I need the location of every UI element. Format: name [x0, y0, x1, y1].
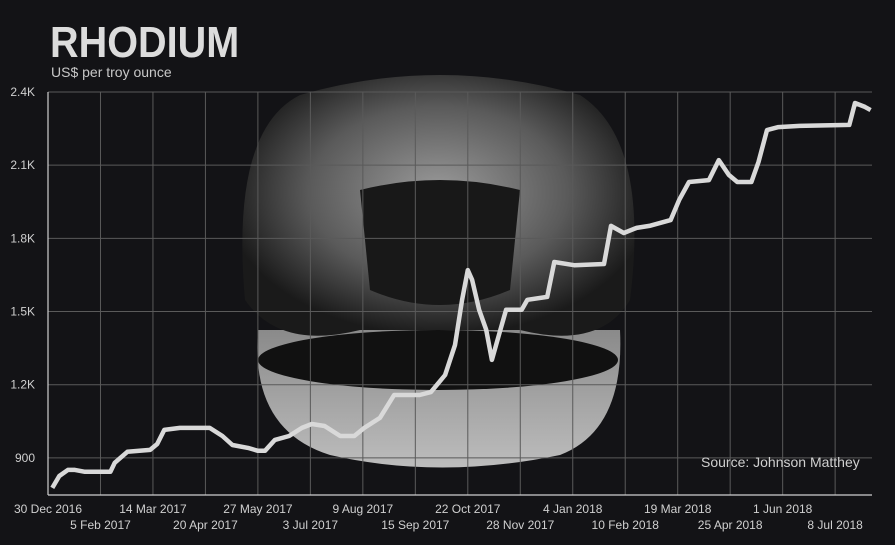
source-note: Source: Johnson Matthey	[701, 454, 860, 470]
x-tick-label: 9 Aug 2017	[332, 502, 393, 516]
x-tick-label: 1 Jun 2018	[753, 502, 813, 516]
x-tick-label: 3 Jul 2017	[283, 518, 339, 532]
y-tick-label: 2.1K	[10, 158, 35, 172]
x-tick-label: 10 Feb 2018	[592, 518, 660, 532]
x-tick-label: 19 Mar 2018	[644, 502, 712, 516]
y-tick-label: 2.4K	[10, 85, 35, 99]
y-tick-label: 1.2K	[10, 378, 35, 392]
y-tick-label: 1.5K	[10, 305, 35, 319]
chart-subtitle: US$ per troy ounce	[51, 64, 172, 80]
chart-title: RHODIUM	[50, 18, 240, 67]
x-tick-label: 4 Jan 2018	[543, 502, 603, 516]
price-line	[50, 100, 872, 490]
x-tick-label: 5 Feb 2017	[70, 518, 131, 532]
x-tick-label: 30 Dec 2016	[14, 502, 82, 516]
x-tick-label: 27 May 2017	[223, 502, 293, 516]
x-tick-label: 28 Nov 2017	[486, 518, 554, 532]
x-tick-label: 20 Apr 2017	[173, 518, 238, 532]
x-tick-label: 22 Oct 2017	[435, 502, 501, 516]
x-tick-label: 15 Sep 2017	[381, 518, 449, 532]
x-tick-label: 25 Apr 2018	[698, 518, 763, 532]
y-tick-label: 1.8K	[10, 231, 35, 245]
x-tick-label: 14 Mar 2017	[119, 502, 187, 516]
x-tick-label: 8 Jul 2018	[807, 518, 863, 532]
y-tick-label: 900	[15, 451, 35, 465]
